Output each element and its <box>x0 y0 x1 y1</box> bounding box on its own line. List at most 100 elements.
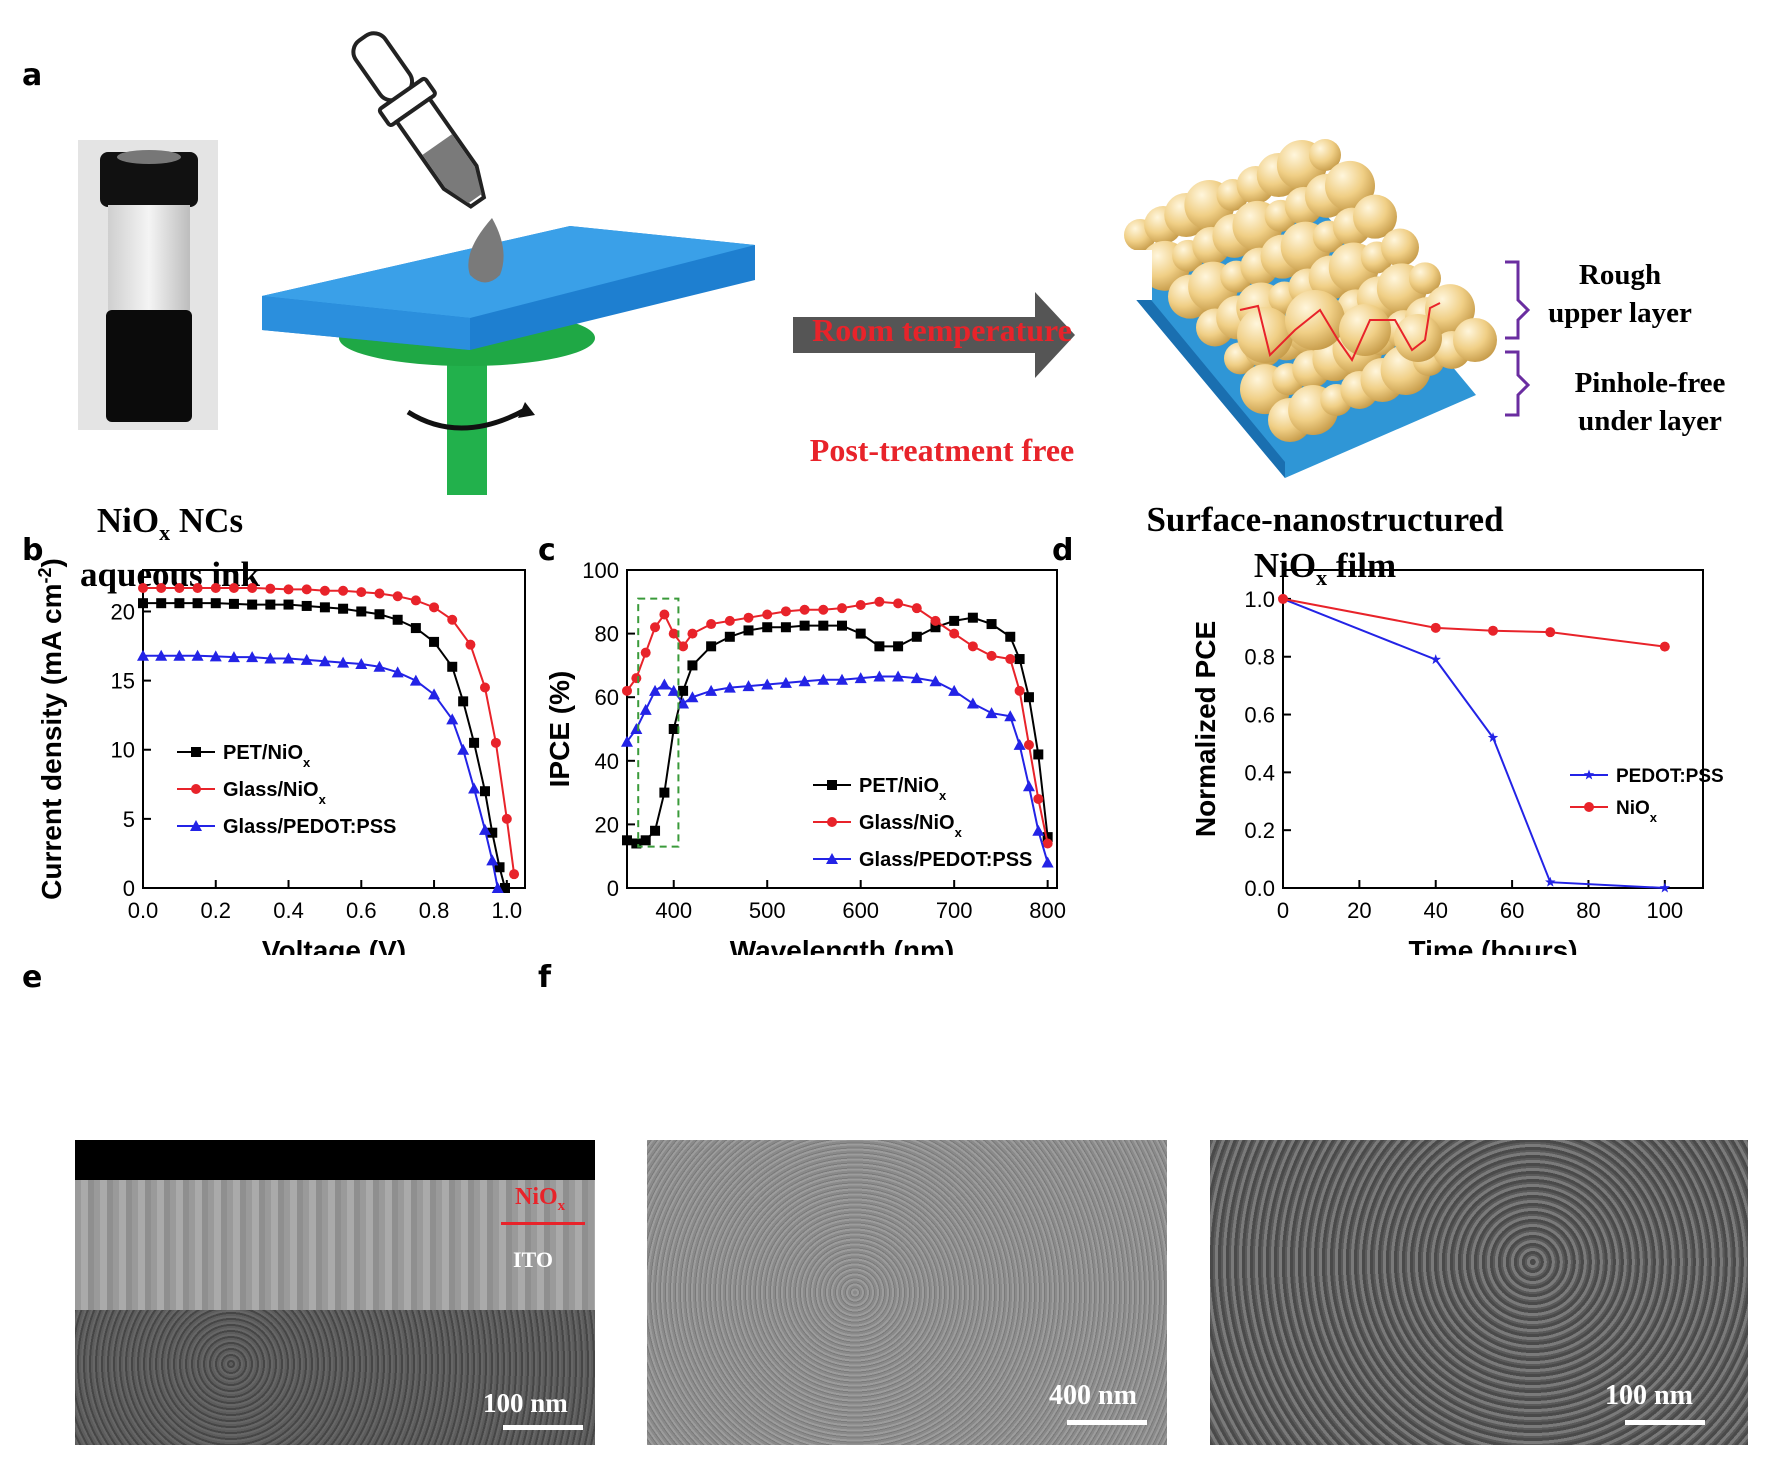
data-point <box>509 869 520 880</box>
data-point <box>837 603 847 614</box>
data-point <box>138 598 148 609</box>
series-line <box>1282 597 1665 889</box>
series-line <box>143 602 506 889</box>
y-tick-label: 100 <box>582 558 619 583</box>
data-point <box>301 584 312 595</box>
data-point <box>356 587 367 598</box>
data-point <box>227 651 240 663</box>
data-point <box>468 782 481 794</box>
y-tick-label: 0 <box>123 876 135 901</box>
data-point <box>826 853 838 864</box>
panel-label-f: f <box>538 960 552 995</box>
legend-label: PET/NiOx <box>223 742 311 770</box>
plot-frame <box>1282 569 1704 889</box>
data-point <box>1023 692 1034 703</box>
data-point <box>265 583 276 594</box>
data-point <box>338 585 349 596</box>
y-tick-label: 0 <box>607 876 619 901</box>
data-point <box>191 747 201 757</box>
data-point <box>192 598 203 609</box>
data-point <box>429 602 440 613</box>
data-point <box>827 780 837 790</box>
data-point <box>1278 593 1288 604</box>
data-point <box>265 599 276 610</box>
data-point <box>650 622 661 633</box>
data-point <box>678 685 689 696</box>
data-point <box>649 684 662 696</box>
data-point <box>301 600 312 611</box>
nanoparticle-sphere <box>1409 262 1441 295</box>
data-point <box>447 614 458 625</box>
data-point <box>1042 838 1053 849</box>
scale-bar-f1 <box>1067 1420 1147 1425</box>
panel-label-c: c <box>538 533 556 568</box>
data-point <box>855 628 866 639</box>
data-point <box>447 661 458 672</box>
data-point <box>854 672 867 684</box>
data-point <box>1583 769 1595 780</box>
data-point <box>705 684 718 696</box>
data-point <box>893 598 904 609</box>
legend-label: Glass/PEDOT:PSS <box>859 849 1032 871</box>
data-point <box>873 670 886 682</box>
data-point <box>1004 710 1017 722</box>
panel-label-b: b <box>22 533 44 568</box>
data-point <box>246 651 259 663</box>
post-treatment-label: Post-treatment free <box>809 432 1075 468</box>
data-point <box>780 622 791 633</box>
data-point <box>631 838 642 849</box>
data-point <box>622 835 632 846</box>
data-point <box>137 649 149 661</box>
data-point <box>228 582 239 593</box>
x-tick-label: 1.0 <box>492 898 523 923</box>
data-point <box>410 595 421 606</box>
data-point <box>446 713 459 725</box>
series-line <box>143 654 499 889</box>
scale-bar-f2 <box>1625 1420 1705 1425</box>
y-tick-label: 0.8 <box>1244 645 1275 670</box>
data-point <box>1487 732 1499 743</box>
x-tick-label: 40 <box>1423 898 1447 923</box>
data-point <box>283 584 294 595</box>
data-point <box>1013 738 1026 750</box>
data-point <box>283 599 294 610</box>
data-point <box>1022 780 1035 792</box>
data-point <box>892 670 905 682</box>
data-point <box>319 585 330 596</box>
data-point <box>479 682 490 693</box>
data-point <box>930 615 941 626</box>
nanoparticle-sphere <box>1394 314 1442 362</box>
panel-label-d: d <box>1052 533 1074 568</box>
data-point <box>1014 654 1025 665</box>
legend-label: Glass/NiOx <box>859 812 963 840</box>
y-axis-title: Current density (mA cm-2) <box>35 558 67 900</box>
data-point <box>174 582 185 593</box>
data-point <box>779 676 792 688</box>
room-temperature-label: Room temperature <box>812 312 1072 348</box>
data-point <box>761 678 774 690</box>
y-tick-label: 0.6 <box>1244 703 1275 728</box>
data-point <box>486 854 499 866</box>
data-point <box>156 598 167 609</box>
data-point <box>337 656 350 668</box>
data-point <box>209 650 222 662</box>
data-point <box>855 599 866 610</box>
data-point <box>687 628 698 639</box>
legend-label: PEDOT:PSS <box>1616 766 1724 787</box>
data-point <box>836 673 848 685</box>
data-point <box>1659 641 1670 652</box>
data-point <box>780 606 791 617</box>
data-point <box>1659 882 1671 893</box>
series-line <box>1282 597 1665 648</box>
y-tick-label: 20 <box>595 812 619 837</box>
data-point <box>640 647 651 658</box>
data-point <box>966 697 979 709</box>
scale-bar-e <box>503 1425 583 1430</box>
data-point <box>743 625 754 636</box>
y-tick-label: 0.0 <box>1244 876 1275 901</box>
data-point <box>1033 793 1044 804</box>
scale-bar-label-e: 100 nm <box>483 1388 568 1418</box>
scale-bar-label-f2: 100 nm <box>1605 1380 1693 1411</box>
x-tick-label: 80 <box>1576 898 1600 923</box>
y-tick-label: 40 <box>595 749 619 774</box>
